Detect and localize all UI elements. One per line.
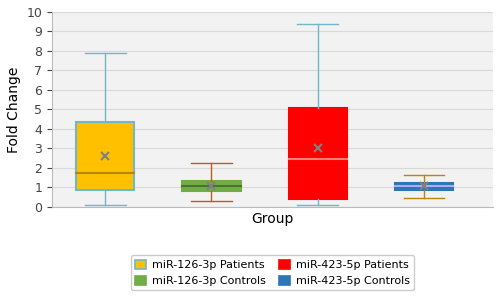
X-axis label: Group: Group <box>252 212 294 226</box>
FancyBboxPatch shape <box>182 181 240 191</box>
FancyBboxPatch shape <box>288 108 347 199</box>
FancyBboxPatch shape <box>395 183 453 190</box>
Y-axis label: Fold Change: Fold Change <box>7 66 21 153</box>
Legend: miR-126-3p Patients, miR-126-3p Controls, miR-423-5p Patients, miR-423-5p Contro: miR-126-3p Patients, miR-126-3p Controls… <box>131 255 414 290</box>
FancyBboxPatch shape <box>76 122 134 190</box>
